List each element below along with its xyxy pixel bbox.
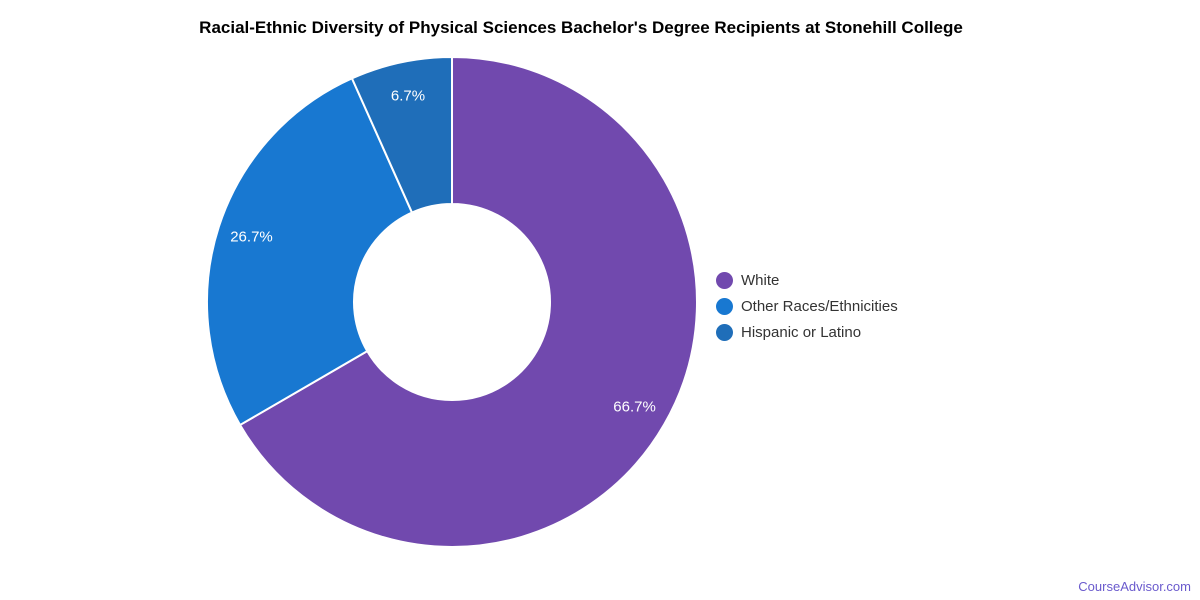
legend-label-other-races: Other Races/Ethnicities [741,297,898,315]
courseadvisor-credit-link[interactable]: CourseAdvisor.com [1078,579,1191,594]
legend-item-other-races[interactable]: Other Races/Ethnicities [716,293,898,319]
donut-slice-hispanic-or-latino[interactable] [350,56,453,214]
chart-title: Racial-Ethnic Diversity of Physical Scie… [199,18,963,37]
legend-marker-other-races-icon [716,297,733,315]
legend: White Other Races/Ethnicities Hispanic o… [716,267,898,345]
legend-label-white: White [741,271,780,289]
legend-item-white[interactable]: White [716,267,898,293]
legend-label-hispanic: Hispanic or Latino [741,323,862,341]
legend-marker-hispanic-icon [716,323,733,341]
donut-slice-white[interactable] [239,56,698,548]
donut-slice-other-races-ethnicities[interactable] [206,77,413,426]
legend-marker-white-icon [716,271,733,289]
legend-item-hispanic[interactable]: Hispanic or Latino [716,319,898,345]
